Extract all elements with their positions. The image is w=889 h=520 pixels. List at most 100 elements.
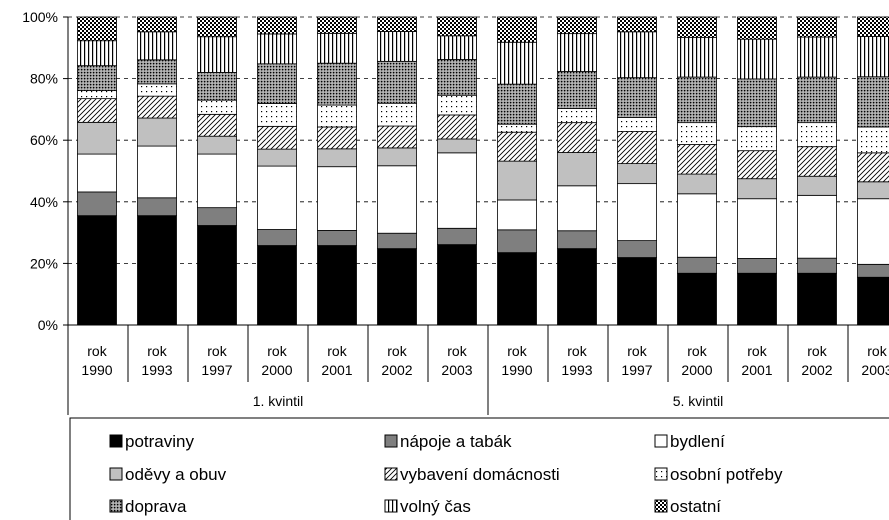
bar-segment [797,76,837,124]
x-tick-label: rok [87,343,107,359]
legend-label: osobní potřeby [670,465,783,484]
x-tick-label: rok [867,343,887,359]
bar-segment [437,244,477,326]
x-tick-label: 2000 [261,362,292,378]
bar-segment [557,248,597,326]
bar-segment [497,83,537,125]
bar-segment [317,62,357,106]
x-tick-label: rok [207,343,227,359]
x-tick-label: 1993 [561,362,592,378]
bar-segment [437,114,477,140]
bar-segment [557,185,597,232]
bar-segment [557,71,597,109]
bar-segment [317,32,357,64]
bar-segment [77,90,117,100]
bar-segment [677,76,717,124]
x-tick-label: 2003 [441,362,472,378]
bar-segment [197,153,237,209]
bar-segment [437,138,477,154]
x-tick-label: rok [387,343,407,359]
x-tick-label: rok [567,343,587,359]
group-label: 1. kvintil [253,393,304,409]
bar-segment [137,95,177,119]
y-tick-label: 0% [38,317,58,333]
x-tick-label: rok [447,343,467,359]
legend-swatch [109,434,123,448]
legend-label: doprava [125,497,187,516]
y-tick-label: 60% [30,132,58,148]
x-tick-label: 2001 [741,362,772,378]
group-label: 5. kvintil [673,393,724,409]
bar-segment [557,152,597,187]
bar-segment [77,215,117,326]
bar-segment [677,272,717,326]
bar-segment [797,257,837,274]
bar-segment [77,98,117,123]
legend-swatch [109,467,123,481]
bar-segment [737,126,777,152]
legend-swatch [654,499,668,513]
bar-segment [857,181,889,200]
x-tick-label: 2003 [861,362,889,378]
y-axis-labels: 0% 20% 40% 60% 80% 100% [22,9,58,333]
bar-segment [497,252,537,326]
bar-segment [497,199,537,231]
bar-segment [197,99,237,115]
bar-segment [557,33,597,72]
x-tick-label: 2001 [321,362,352,378]
bar-segment [77,16,117,42]
bar-segment [377,102,417,127]
bar-segment [137,59,177,85]
bar-segment [797,16,837,38]
bar-segment [377,60,417,104]
bar-segment [317,16,357,34]
x-tick-label: 1997 [621,362,652,378]
legend-swatch [654,434,668,448]
bar-segment [197,36,237,73]
bar-segment [257,33,297,65]
legend-label: nápoje a tabák [400,432,512,451]
bar-segment [197,207,237,226]
x-tick-label: rok [627,343,647,359]
bar-segment [737,198,777,259]
bar-segment [257,103,297,127]
bar-segment [377,248,417,326]
bar-segment [197,16,237,38]
legend: potraviny nápoje a tabák bydlení oděvy a ob… [69,417,889,520]
bar-segment [257,165,297,230]
bar-segment [797,146,837,177]
bar-segment [557,122,597,153]
legend-label: oděvy a obuv [125,465,227,484]
bar-segment [677,16,717,38]
bar-segment [197,113,237,137]
bar-segment [617,117,657,132]
bar-segment [77,121,117,155]
bar-segment [437,59,477,96]
legend-label: volný čas [400,497,471,516]
x-tick-label: 1990 [81,362,112,378]
legend-label: potraviny [125,432,194,451]
axes [63,16,889,415]
bar-segment [197,72,237,101]
bar-segment [617,31,657,79]
x-axis-labels: rok 1990 rok 1993 rok 1997 rok 2000 rok 2001 rok 20… [81,343,889,409]
bar-segment [377,31,417,62]
bar-segment [677,193,717,258]
bar-segment [797,194,837,259]
legend-swatch [109,499,123,513]
bar-segment [137,215,177,326]
bar-segment [137,83,177,97]
x-tick-label: rok [687,343,707,359]
bar-segment [137,197,177,217]
bar-segment [497,16,537,43]
bar-segment [857,263,889,278]
bar-segment [557,108,597,124]
bar-segment [617,131,657,165]
bar-segment [437,227,477,246]
legend-label: vybavení domácnosti [400,465,560,484]
bar-segment [377,16,417,32]
x-tick-label: 2002 [801,362,832,378]
legend-label: ostatní [670,497,721,516]
legend-swatch [654,467,668,481]
